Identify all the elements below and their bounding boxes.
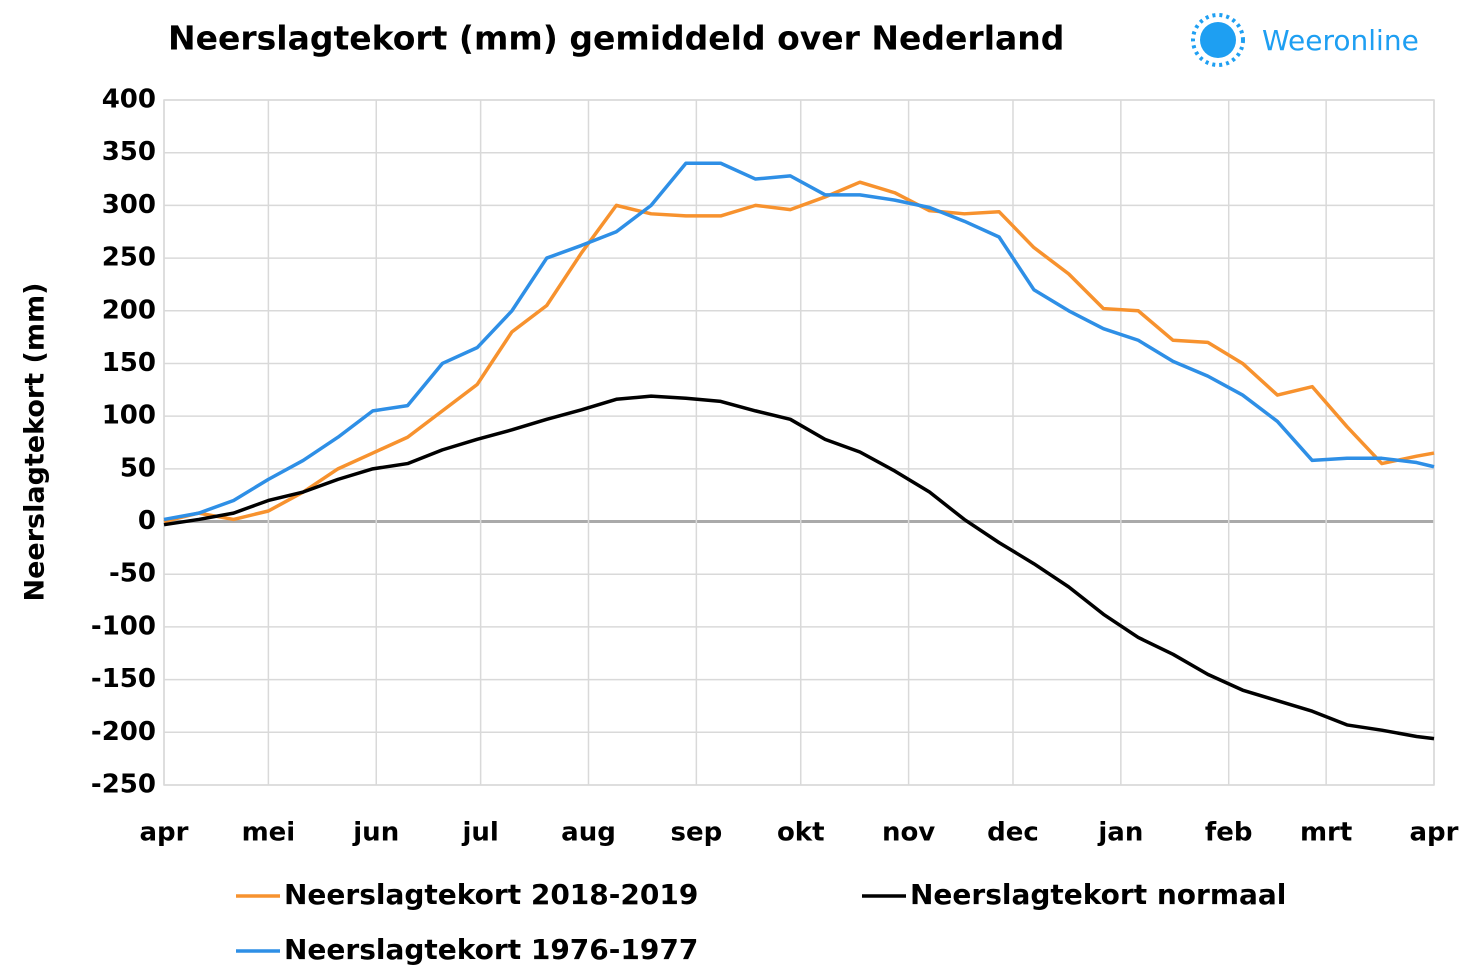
line-series	[163, 180, 1435, 524]
x-tick-label: apr	[140, 818, 189, 848]
y-tick-label: 350	[102, 137, 156, 167]
legend-label: Neerslagtekort 2018-2019	[284, 878, 698, 911]
y-tick-label: -100	[91, 611, 156, 641]
x-tick-label: jun	[352, 818, 399, 848]
y-tick-label: 50	[120, 453, 156, 483]
x-tick-label: jan	[1097, 818, 1143, 848]
x-tick-label: jul	[461, 818, 498, 848]
y-tick-label: 200	[102, 295, 156, 325]
logo: Weeronline	[1191, 13, 1419, 67]
y-tick-label: -250	[91, 770, 156, 800]
y-tick-label: 150	[102, 348, 156, 378]
x-tick-label: nov	[882, 818, 935, 848]
x-tick-label: aug	[561, 818, 616, 848]
line-series	[163, 394, 1435, 741]
y-tick-label: 250	[102, 243, 156, 273]
line-series	[163, 161, 1435, 522]
x-tick-label: apr	[1410, 818, 1459, 848]
y-tick-label: -50	[109, 559, 156, 589]
chart-title: Neerslagtekort (mm) gemiddeld over Neder…	[168, 19, 1064, 58]
legend-label: Neerslagtekort 1976-1977	[284, 933, 698, 966]
y-tick-label: -150	[91, 664, 156, 694]
y-tick-label: 0	[138, 506, 156, 536]
brand: Weeronline	[1262, 24, 1419, 57]
y-tick-label: 400	[102, 85, 156, 115]
x-tick-label: dec	[987, 818, 1039, 848]
x-tick-label: mei	[242, 818, 296, 848]
plot-border	[163, 99, 1435, 786]
y-tick-label: -200	[91, 717, 156, 747]
x-tick-label: feb	[1205, 818, 1253, 848]
x-tick-label: okt	[777, 818, 825, 848]
x-tick-label: sep	[670, 818, 722, 848]
legend-label: Neerslagtekort normaal	[910, 878, 1286, 911]
x-tick-label: mrt	[1300, 818, 1352, 848]
y-tick-label: 300	[102, 190, 156, 220]
y-tick-label: 100	[102, 401, 156, 431]
y-axis-label: Neerslagtekort (mm)	[20, 283, 51, 602]
